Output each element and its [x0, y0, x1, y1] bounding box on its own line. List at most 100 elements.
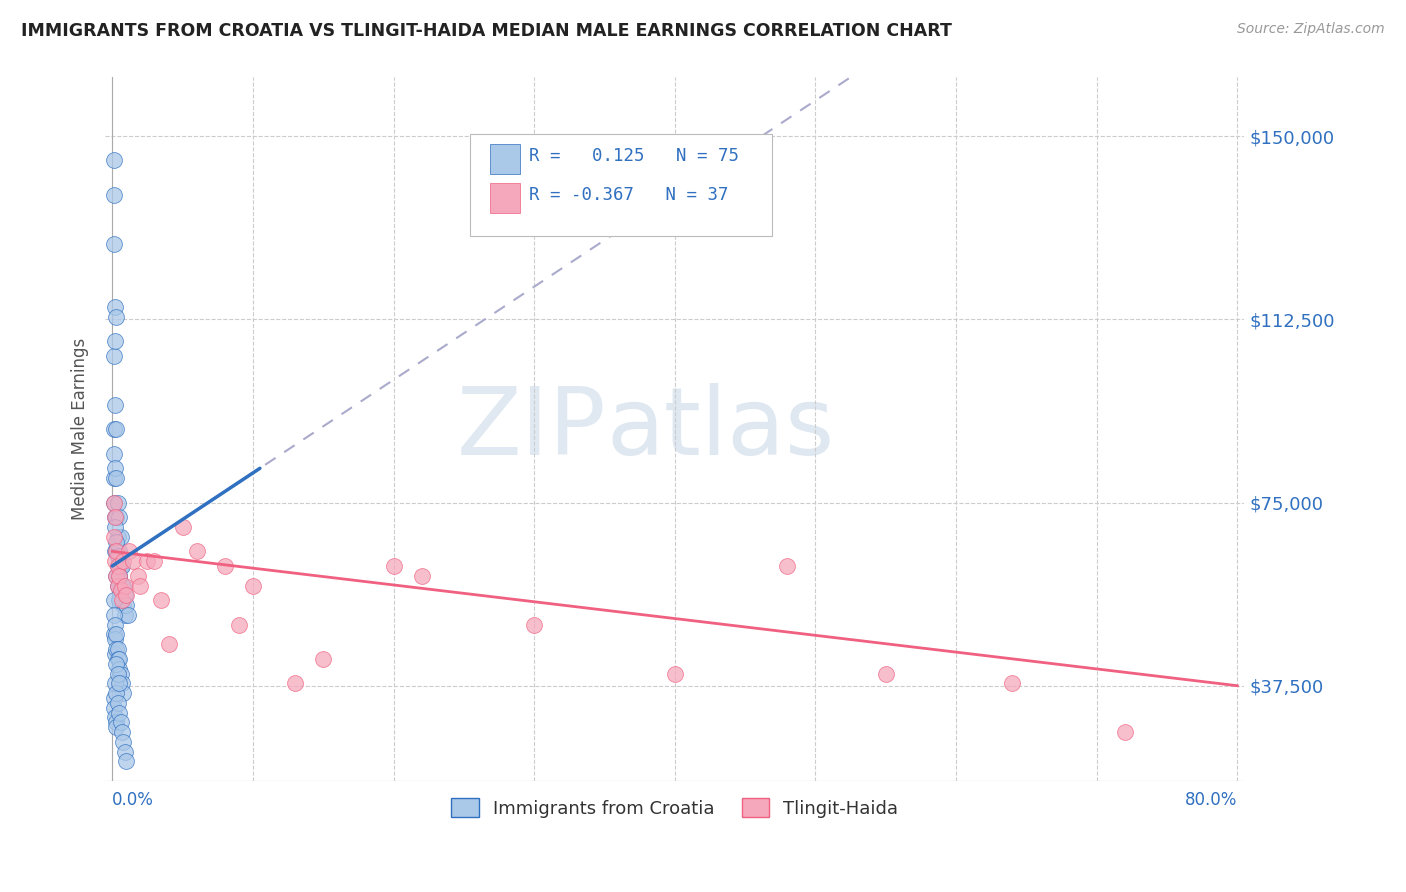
Point	[108, 569, 131, 583]
Text: 80.0%: 80.0%	[1185, 791, 1237, 809]
Point	[111, 578, 134, 592]
Point	[104, 632, 127, 647]
Point	[107, 696, 129, 710]
Point	[143, 554, 166, 568]
Point	[104, 520, 127, 534]
Point	[104, 544, 127, 558]
Point	[284, 676, 307, 690]
Point	[104, 300, 127, 314]
Point	[104, 710, 127, 724]
Point	[105, 544, 128, 558]
Point	[129, 578, 152, 592]
Point	[103, 593, 125, 607]
Point	[105, 642, 128, 657]
Point	[136, 554, 159, 568]
Point	[112, 598, 135, 612]
Point	[103, 607, 125, 622]
Point	[214, 559, 236, 574]
Point	[114, 578, 136, 592]
Point	[127, 569, 149, 583]
Point	[103, 495, 125, 509]
Point	[122, 554, 145, 568]
Point	[104, 510, 127, 524]
Point	[108, 662, 131, 676]
Point	[104, 554, 127, 568]
Point	[111, 676, 134, 690]
Point	[114, 607, 136, 622]
Point	[107, 578, 129, 592]
Point	[108, 569, 131, 583]
Point	[105, 569, 128, 583]
Point	[111, 559, 134, 574]
Point	[115, 598, 138, 612]
Point	[103, 471, 125, 485]
Point	[108, 569, 131, 583]
Point	[110, 583, 132, 598]
Point	[523, 617, 546, 632]
Point	[103, 236, 125, 251]
Point	[312, 652, 335, 666]
Point	[107, 559, 129, 574]
Point	[107, 652, 129, 666]
Point	[105, 686, 128, 700]
Point	[117, 607, 139, 622]
Y-axis label: Median Male Earnings: Median Male Earnings	[72, 338, 89, 520]
Point	[1001, 676, 1024, 690]
Point	[107, 549, 129, 564]
Point	[105, 720, 128, 734]
Point	[107, 642, 129, 657]
Point	[114, 588, 136, 602]
Point	[103, 422, 125, 436]
Point	[110, 666, 132, 681]
Point	[186, 544, 208, 558]
Point	[107, 530, 129, 544]
Text: R = -0.367   N = 37: R = -0.367 N = 37	[529, 186, 728, 204]
Text: R =   0.125   N = 75: R = 0.125 N = 75	[529, 147, 740, 165]
Point	[103, 447, 125, 461]
Point	[172, 520, 194, 534]
Point	[112, 554, 135, 568]
Point	[115, 755, 138, 769]
Text: Source: ZipAtlas.com: Source: ZipAtlas.com	[1237, 22, 1385, 37]
Point	[103, 690, 125, 705]
Point	[103, 495, 125, 509]
Point	[112, 686, 135, 700]
Point	[875, 666, 897, 681]
Point	[103, 627, 125, 641]
Point	[105, 471, 128, 485]
Point	[110, 559, 132, 574]
Point	[105, 657, 128, 671]
Point	[108, 652, 131, 666]
Point	[103, 530, 125, 544]
Point	[108, 706, 131, 720]
Text: ZIP: ZIP	[457, 384, 606, 475]
Point	[112, 735, 135, 749]
Point	[104, 647, 127, 661]
Point	[108, 544, 131, 558]
Point	[1114, 725, 1136, 739]
Point	[105, 510, 128, 524]
Point	[111, 593, 134, 607]
Point	[150, 593, 173, 607]
Point	[103, 349, 125, 363]
Point	[105, 422, 128, 436]
Point	[104, 676, 127, 690]
Point	[104, 510, 127, 524]
Point	[103, 153, 125, 168]
Point	[228, 617, 250, 632]
Point	[110, 530, 132, 544]
Point	[242, 578, 264, 592]
Point	[157, 637, 180, 651]
Point	[105, 627, 128, 641]
Point	[104, 398, 127, 412]
Point	[115, 588, 138, 602]
Point	[104, 617, 127, 632]
Point	[104, 461, 127, 475]
Point	[107, 495, 129, 509]
Point	[112, 578, 135, 592]
Point	[105, 534, 128, 549]
Point	[105, 310, 128, 324]
Point	[108, 676, 131, 690]
Point	[110, 583, 132, 598]
Point	[107, 666, 129, 681]
